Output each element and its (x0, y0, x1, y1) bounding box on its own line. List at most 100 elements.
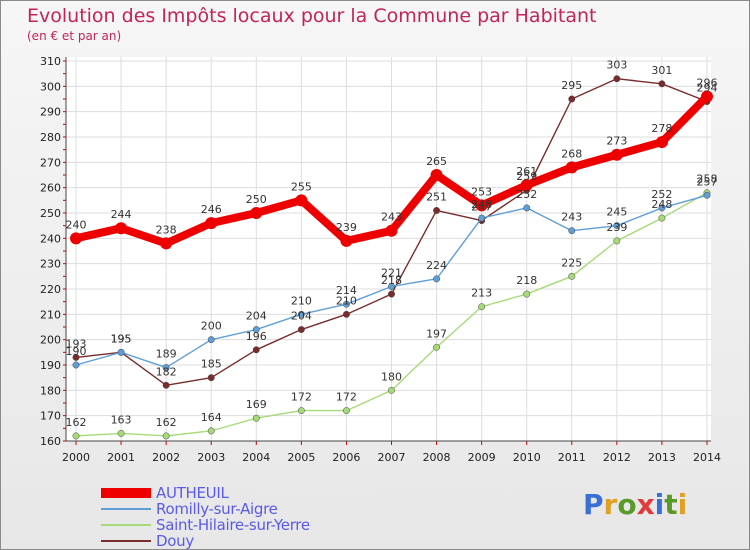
data-label: 268 (561, 147, 582, 160)
data-label: 239 (336, 221, 357, 234)
data-label: 182 (156, 365, 177, 378)
data-label: 213 (471, 287, 492, 300)
y-tick-label: 280 (40, 131, 61, 144)
data-label: 296 (697, 76, 718, 89)
data-label: 253 (471, 185, 492, 198)
legend-label: Douy (156, 532, 194, 550)
data-point (207, 427, 215, 435)
data-label: 162 (156, 416, 177, 429)
data-label: 252 (651, 188, 672, 201)
data-point (655, 136, 668, 149)
x-tick-label: 2001 (107, 451, 135, 464)
data-label: 224 (426, 259, 447, 272)
data-point (433, 275, 441, 283)
data-label: 257 (697, 175, 718, 188)
data-label: 221 (381, 266, 402, 279)
legend-swatch (101, 508, 151, 510)
data-label: 255 (291, 180, 312, 193)
logo-letter: r (603, 488, 618, 521)
data-label: 294 (697, 82, 718, 95)
x-tick-label: 2007 (378, 451, 406, 464)
data-point (568, 95, 576, 103)
data-point (72, 432, 80, 440)
legend-label: Saint-Hilaire-sur-Yerre (156, 516, 310, 534)
logo-letter: i (677, 488, 688, 521)
data-point (207, 336, 215, 344)
data-label: 204 (246, 310, 267, 323)
data-label: 180 (381, 370, 402, 383)
x-tick-label: 2000 (62, 451, 90, 464)
data-label: 251 (426, 190, 447, 203)
x-tick-label: 2014 (693, 451, 721, 464)
data-label: 218 (516, 274, 537, 287)
data-point (70, 232, 82, 245)
data-label: 240 (66, 218, 87, 231)
y-tick-label: 260 (40, 182, 61, 195)
y-tick-label: 270 (40, 156, 61, 169)
data-label: 248 (651, 198, 672, 211)
data-label: 243 (561, 211, 582, 224)
data-label: 204 (291, 310, 312, 323)
data-label: 164 (201, 411, 222, 424)
y-tick-label: 300 (40, 80, 61, 93)
data-label: 190 (66, 345, 87, 358)
data-label: 247 (471, 201, 492, 214)
data-label: 172 (291, 391, 312, 404)
data-point (568, 272, 576, 280)
data-point (613, 222, 621, 230)
y-tick-label: 240 (40, 232, 61, 245)
data-label: 250 (246, 193, 267, 206)
data-point (207, 374, 215, 382)
y-tick-label: 290 (40, 106, 61, 119)
data-label: 195 (111, 332, 132, 345)
x-tick-label: 2002 (152, 451, 180, 464)
data-point (340, 234, 353, 247)
data-point (252, 326, 260, 333)
x-tick-label: 2010 (513, 451, 541, 464)
data-label: 225 (561, 256, 582, 269)
data-point (115, 222, 128, 235)
y-tick-label: 190 (40, 359, 61, 372)
x-tick-label: 2003 (197, 451, 225, 464)
data-point (478, 214, 486, 222)
plot-area (66, 57, 711, 441)
data-point (433, 207, 441, 214)
x-tick-label: 2012 (603, 451, 631, 464)
data-label: 301 (651, 64, 672, 77)
chart-title: Evolution des Impôts locaux pour la Comm… (27, 5, 597, 27)
data-label: 244 (111, 208, 132, 221)
logo-letter: x (636, 488, 655, 521)
data-label: 265 (426, 155, 447, 168)
data-label: 248 (471, 198, 492, 211)
data-label: 243 (381, 211, 402, 224)
data-point (250, 207, 263, 219)
data-label: 273 (606, 135, 627, 148)
y-tick-label: 170 (40, 410, 61, 423)
data-point (252, 346, 260, 354)
data-point (433, 343, 441, 351)
data-point (523, 290, 531, 298)
data-point (162, 364, 170, 371)
data-point (117, 429, 125, 437)
data-point (658, 80, 666, 88)
data-point (658, 204, 666, 212)
data-point (703, 191, 711, 199)
y-tick-label: 230 (40, 258, 61, 271)
data-label: 252 (516, 188, 537, 201)
data-point (388, 386, 395, 394)
legend-label: AUTHEUIL (156, 484, 229, 502)
data-point (478, 303, 486, 311)
y-tick-label: 310 (40, 55, 61, 68)
y-tick-label: 250 (40, 207, 61, 220)
y-tick-label: 220 (40, 283, 61, 296)
legend-swatch (101, 488, 151, 498)
data-label: 214 (336, 284, 357, 297)
data-point (388, 290, 395, 298)
data-point (252, 414, 260, 422)
data-label: 218 (381, 274, 402, 287)
data-point (72, 353, 80, 361)
data-point (430, 169, 443, 181)
data-point (475, 199, 488, 212)
legend-label: Romilly-sur-Aigre (156, 500, 278, 518)
data-label: 239 (606, 221, 627, 234)
